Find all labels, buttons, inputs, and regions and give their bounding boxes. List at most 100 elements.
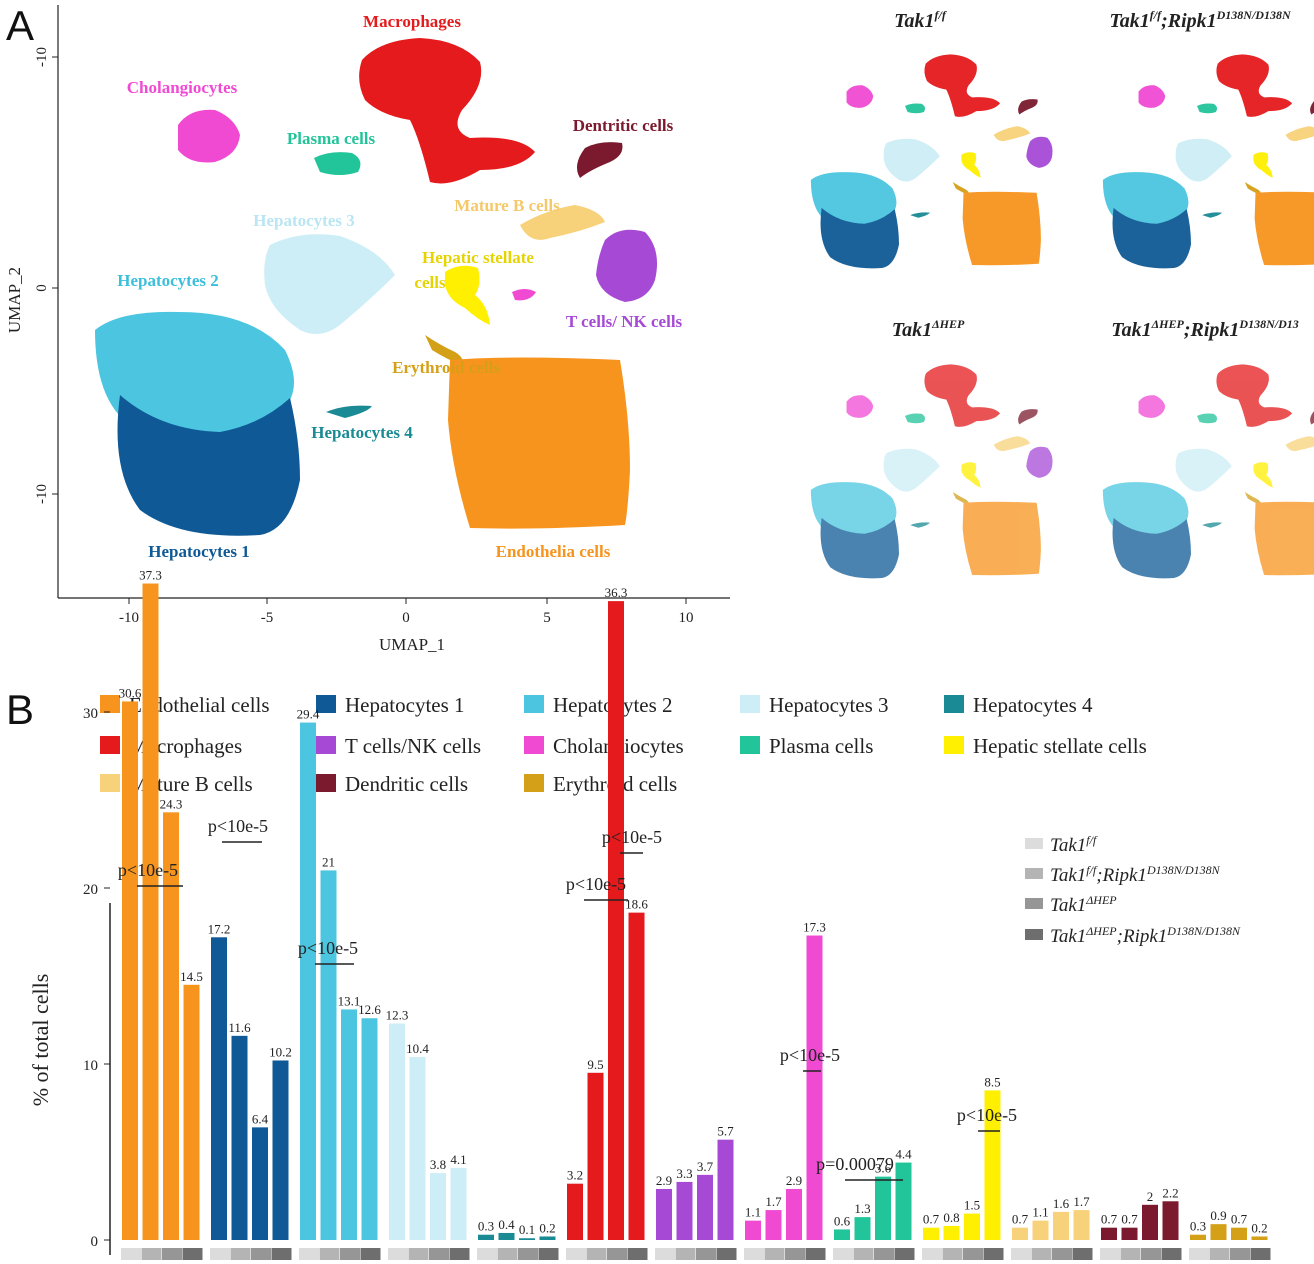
umap-cluster	[1197, 413, 1217, 424]
small-umap	[1102, 54, 1314, 269]
bar-value-label: 17.3	[803, 920, 826, 935]
umap-cluster	[1026, 136, 1053, 168]
bar	[984, 1090, 1001, 1240]
umap-cluster	[1285, 436, 1314, 452]
bar	[163, 812, 179, 1240]
umap-cluster	[846, 85, 874, 108]
bar-value-label: 4.4	[895, 1147, 912, 1162]
condition-strip	[429, 1248, 449, 1260]
bar-value-label: 0.7	[1101, 1212, 1118, 1227]
umap-cluster	[576, 142, 623, 178]
p-value-label: p<10e-5	[602, 827, 662, 847]
bar-value-label: 14.5	[180, 969, 203, 984]
umap-x-tick: -5	[261, 610, 274, 626]
bar-y-ticks: 0 10 20 30	[83, 706, 110, 1250]
cluster-label-hepatic-stellate-cells: Hepatic stellate cells	[414, 248, 534, 292]
umap-cluster	[359, 38, 535, 184]
legend-swatch	[740, 736, 760, 754]
umap-cluster	[1138, 85, 1166, 108]
umap-cluster	[952, 182, 969, 195]
umap-cluster	[1175, 138, 1232, 182]
p-value-label: p<10e-5	[566, 874, 626, 894]
bar	[786, 1188, 802, 1240]
umap-cluster	[820, 517, 899, 579]
umap-cluster	[962, 191, 1041, 266]
bar-y-tick-label: 20	[83, 882, 98, 898]
bar	[252, 1127, 268, 1240]
condition-strip	[1230, 1248, 1250, 1260]
legend-swatch	[524, 736, 544, 754]
bar-value-label: 3.3	[676, 1166, 692, 1181]
cluster-label-erythroid-cells: Erythroid cells	[392, 358, 500, 377]
panel-a-letter: A	[6, 2, 34, 49]
umap-x-tick: 0	[402, 610, 410, 626]
legend-label: T cells/NK cells	[345, 734, 481, 758]
bar-value-label: 1.1	[1032, 1205, 1048, 1220]
umap-cluster	[178, 109, 240, 163]
condition-strip	[655, 1248, 675, 1260]
p-value-label: p<10e-5	[780, 1045, 840, 1065]
condition-strip	[388, 1248, 408, 1260]
bar-y-tick-label: 30	[83, 706, 98, 722]
condition-strip	[566, 1248, 586, 1260]
umap-clusters	[95, 38, 658, 536]
umap-cluster	[993, 436, 1031, 452]
umap-cluster	[1112, 207, 1191, 269]
bar-value-label: 3.6	[875, 1161, 892, 1176]
umap-cluster	[910, 212, 930, 218]
small-umap	[1102, 364, 1314, 579]
legend-swatch	[740, 695, 760, 713]
umap-x-ticks: -10 -5 0 5 10	[119, 598, 694, 626]
legend-swatch	[524, 774, 544, 792]
bar	[1073, 1210, 1090, 1240]
umap-cluster	[1244, 182, 1261, 195]
umap-cluster	[961, 152, 981, 178]
bar-value-label: 2.9	[656, 1173, 672, 1188]
bar	[478, 1234, 494, 1240]
bar-value-label: 10.4	[406, 1041, 429, 1056]
bar	[1210, 1224, 1227, 1240]
condition-strip	[299, 1248, 319, 1260]
bar-value-label: 37.3	[139, 568, 162, 583]
condition-strip	[182, 1248, 203, 1260]
umap-cluster	[1202, 212, 1222, 218]
bar	[272, 1060, 289, 1240]
bar	[745, 1220, 761, 1240]
umap-cluster	[448, 357, 630, 529]
bars: 30.6 37.3 24.3 14.5 17.2 11.6 6.4 10.2 29.4 21 13.…	[119, 568, 1271, 1260]
cluster-label-hepatocytes-4: Hepatocytes 4	[311, 423, 413, 442]
bar	[923, 1227, 939, 1240]
bar-value-label: 0.3	[478, 1219, 494, 1234]
umap-cluster	[924, 364, 1001, 427]
condition-strip	[319, 1248, 340, 1260]
condition-strip	[230, 1248, 251, 1260]
umap-cluster	[1285, 126, 1314, 142]
umap-y-tick: -10	[34, 484, 50, 504]
bar-value-label: 11.6	[228, 1020, 251, 1035]
bar	[1032, 1220, 1049, 1240]
condition-strip	[894, 1248, 915, 1260]
bar	[1231, 1227, 1247, 1240]
condition-strip	[449, 1248, 470, 1260]
bar-value-label: 0.7	[923, 1212, 940, 1227]
legend-label: Hepatocytes 3	[769, 693, 889, 717]
condition-strip	[1011, 1248, 1031, 1260]
bar-y-label: % of total cells	[28, 974, 53, 1107]
condition-strip	[744, 1248, 764, 1260]
condition-strip	[1052, 1248, 1072, 1260]
bar	[450, 1167, 467, 1240]
cluster-label-cholangiocytes: Cholangiocytes	[127, 78, 238, 97]
bar	[895, 1162, 912, 1240]
umap-cluster	[596, 229, 658, 302]
small-umap	[810, 54, 1053, 269]
condition-strip	[141, 1248, 162, 1260]
umap-cluster	[1254, 191, 1314, 266]
bar	[231, 1035, 248, 1240]
bar	[498, 1232, 515, 1240]
legend-swatch	[316, 774, 336, 792]
bar-value-label: 18.6	[625, 897, 648, 912]
umap-cluster	[961, 462, 981, 488]
bar	[656, 1188, 672, 1240]
p-value-label: p<10e-5	[957, 1105, 1017, 1125]
condition-swatch	[1025, 838, 1043, 849]
